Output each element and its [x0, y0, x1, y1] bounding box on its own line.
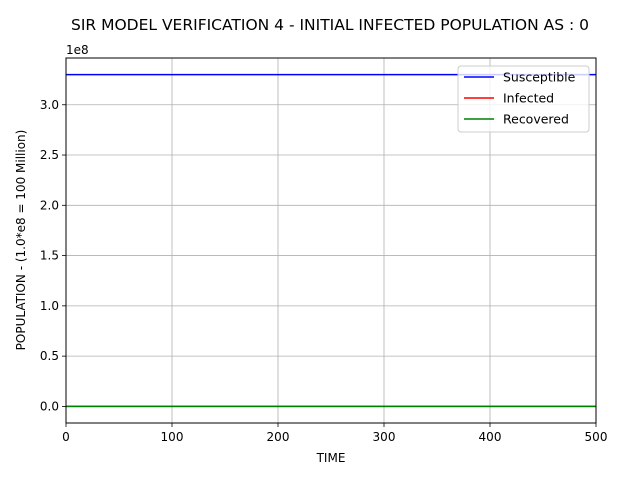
legend-box	[457, 65, 590, 133]
legend: Susceptible Infected Recovered	[457, 65, 590, 133]
x-tick-label: 200	[267, 430, 290, 444]
y-tick-label: 0.0	[40, 399, 59, 413]
y-tick-label: 1.5	[40, 249, 59, 263]
y-tick-label: 2.5	[40, 148, 59, 162]
tick-layer: 0 100 200 300 400 500 0.0 0.5 1.0 1.5 2.0 2.5 3.0	[40, 98, 608, 444]
x-tick-label: 300	[373, 430, 396, 444]
grid-layer	[65, 58, 597, 423]
x-tick-label: 100	[161, 430, 184, 444]
x-tick-label: 500	[585, 430, 608, 444]
plot-frame	[65, 57, 597, 424]
legend-label-susceptible: Susceptible	[503, 70, 576, 85]
x-tick-label: 0	[62, 430, 70, 444]
y-tick-label: 3.0	[40, 98, 59, 112]
chart-title: SIR MODEL VERIFICATION 4 - INITIAL INFEC…	[71, 16, 589, 34]
x-axis-label: TIME	[316, 451, 346, 465]
legend-label-recovered: Recovered	[503, 112, 569, 127]
legend-entries: Susceptible Infected Recovered	[464, 70, 576, 127]
y-tick-label: 2.0	[40, 198, 59, 212]
y-offset-text: 1e8	[66, 43, 89, 57]
x-tick-label: 400	[479, 430, 502, 444]
legend-label-infected: Infected	[503, 91, 554, 106]
y-axis-label: POPULATION - (1.0*e8 = 100 Million)	[14, 130, 28, 351]
y-tick-label: 1.0	[40, 299, 59, 313]
y-tick-label: 0.5	[40, 349, 59, 363]
